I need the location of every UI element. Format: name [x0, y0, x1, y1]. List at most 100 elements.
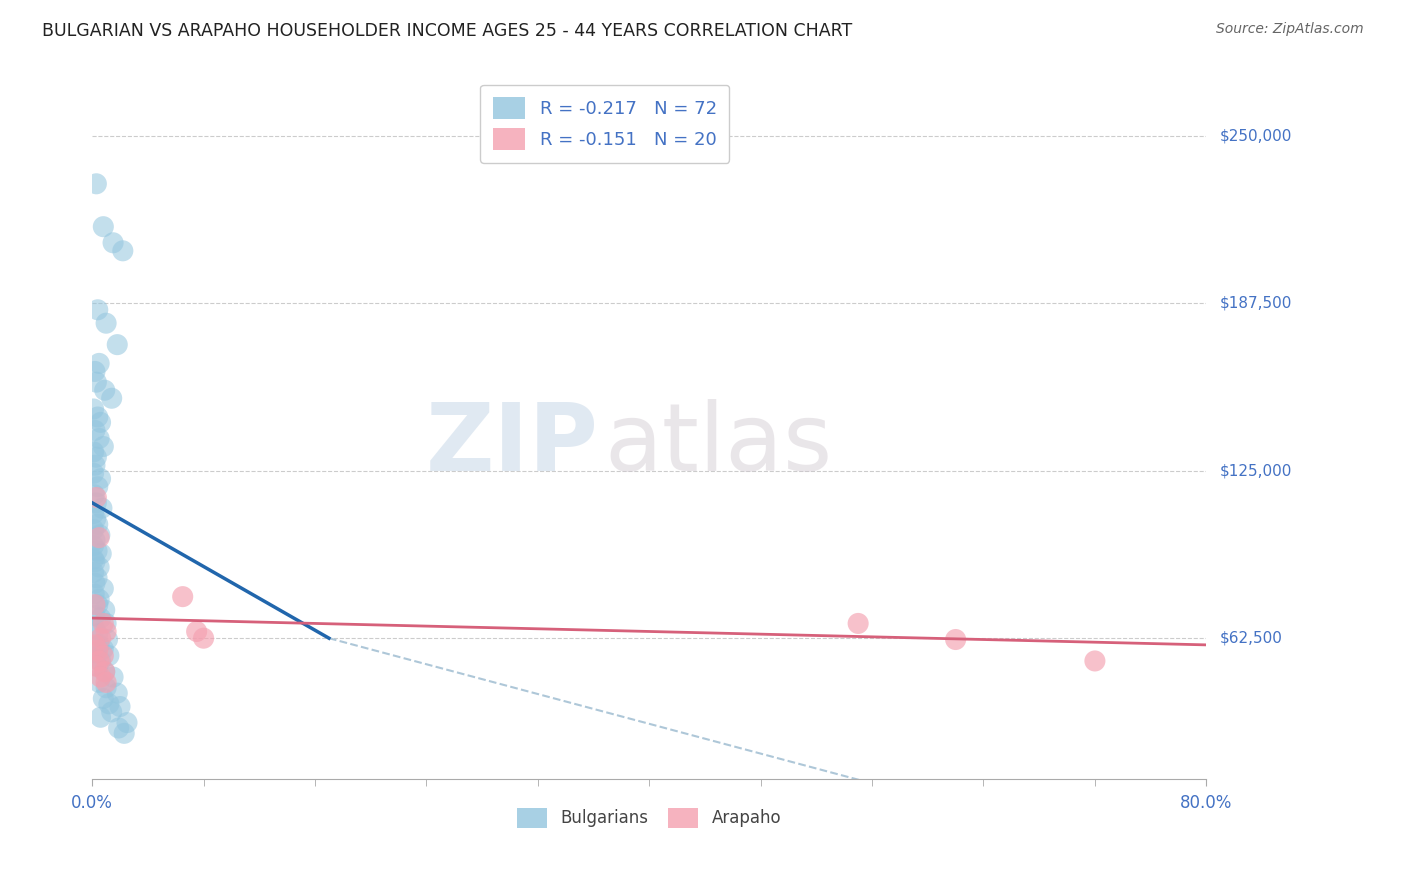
- Point: [83, 507, 105, 521]
- Point: [89, 528, 111, 542]
- Point: [87, 410, 110, 425]
- Point: [86, 496, 108, 510]
- Point: [1084, 654, 1107, 668]
- Point: [83, 587, 105, 601]
- Point: [89, 638, 111, 652]
- Point: [108, 699, 131, 714]
- Point: [97, 697, 120, 711]
- Text: BULGARIAN VS ARAPAHO HOUSEHOLDER INCOME AGES 25 - 44 YEARS CORRELATION CHART: BULGARIAN VS ARAPAHO HOUSEHOLDER INCOME …: [42, 22, 852, 40]
- Point: [83, 401, 105, 416]
- Point: [84, 424, 107, 438]
- Point: [84, 646, 107, 660]
- Point: [84, 555, 107, 569]
- Point: [86, 177, 108, 191]
- Point: [90, 472, 112, 486]
- Point: [93, 665, 115, 679]
- Point: [87, 659, 110, 673]
- Point: [84, 533, 107, 548]
- Text: ZIP: ZIP: [426, 399, 599, 491]
- Point: [100, 705, 122, 719]
- Point: [90, 611, 112, 625]
- Point: [89, 531, 111, 545]
- Legend: Bulgarians, Arapaho: Bulgarians, Arapaho: [510, 801, 787, 835]
- Point: [90, 710, 112, 724]
- Point: [90, 654, 112, 668]
- Point: [84, 458, 107, 473]
- Point: [86, 544, 108, 558]
- Text: $250,000: $250,000: [1220, 128, 1292, 143]
- Point: [112, 726, 135, 740]
- Point: [90, 631, 112, 645]
- Point: [83, 445, 105, 459]
- Point: [193, 631, 215, 645]
- Point: [94, 681, 117, 695]
- Point: [94, 624, 117, 639]
- Point: [945, 632, 967, 647]
- Point: [86, 571, 108, 585]
- Point: [84, 512, 107, 526]
- Text: Source: ZipAtlas.com: Source: ZipAtlas.com: [1216, 22, 1364, 37]
- Point: [87, 598, 110, 612]
- Point: [83, 566, 105, 580]
- Point: [83, 539, 105, 553]
- Point: [97, 648, 120, 663]
- Point: [83, 523, 105, 537]
- Point: [101, 235, 124, 250]
- Point: [84, 608, 107, 623]
- Point: [83, 488, 105, 502]
- Point: [84, 598, 107, 612]
- Text: $187,500: $187,500: [1220, 295, 1292, 310]
- Point: [83, 467, 105, 481]
- Point: [86, 491, 108, 505]
- Point: [91, 616, 114, 631]
- Point: [89, 654, 111, 668]
- Point: [94, 616, 117, 631]
- Point: [89, 675, 111, 690]
- Point: [89, 356, 111, 370]
- Point: [115, 715, 138, 730]
- Point: [107, 721, 129, 735]
- Text: $62,500: $62,500: [1220, 631, 1284, 646]
- Point: [83, 552, 105, 566]
- Point: [94, 675, 117, 690]
- Point: [87, 302, 110, 317]
- Point: [101, 670, 124, 684]
- Point: [90, 416, 112, 430]
- Point: [86, 375, 108, 389]
- Point: [100, 391, 122, 405]
- Point: [93, 603, 115, 617]
- Point: [86, 659, 108, 673]
- Point: [89, 560, 111, 574]
- Point: [87, 643, 110, 657]
- Point: [89, 432, 111, 446]
- Point: [91, 691, 114, 706]
- Point: [91, 219, 114, 234]
- Point: [89, 592, 111, 607]
- Text: atlas: atlas: [605, 399, 832, 491]
- Point: [111, 244, 134, 258]
- Point: [87, 517, 110, 532]
- Point: [90, 501, 112, 516]
- Point: [91, 582, 114, 596]
- Point: [93, 383, 115, 397]
- Point: [93, 665, 115, 679]
- Point: [90, 670, 112, 684]
- Point: [91, 641, 114, 656]
- Point: [94, 316, 117, 330]
- Point: [83, 622, 105, 636]
- Point: [86, 450, 108, 465]
- Point: [186, 624, 208, 639]
- Point: [84, 576, 107, 591]
- Point: [87, 627, 110, 641]
- Point: [96, 632, 118, 647]
- Point: [91, 440, 114, 454]
- Point: [105, 686, 128, 700]
- Point: [90, 547, 112, 561]
- Point: [84, 364, 107, 378]
- Text: $125,000: $125,000: [1220, 463, 1292, 478]
- Point: [91, 648, 114, 663]
- Point: [105, 337, 128, 351]
- Point: [84, 638, 107, 652]
- Point: [87, 480, 110, 494]
- Point: [846, 616, 869, 631]
